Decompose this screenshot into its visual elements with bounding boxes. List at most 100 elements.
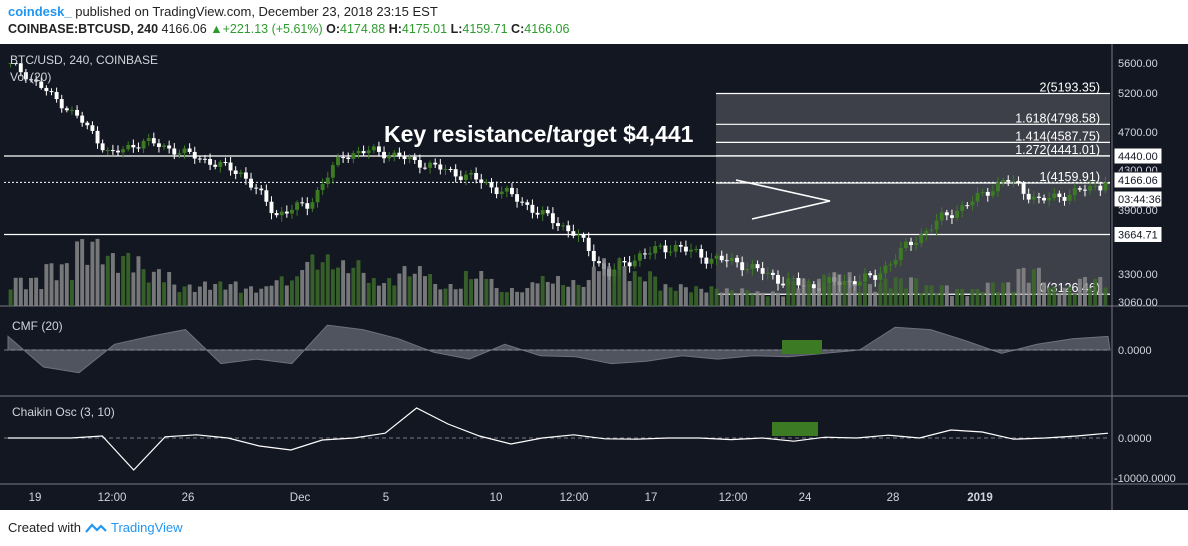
candle — [627, 262, 632, 267]
volume-bar — [740, 288, 745, 306]
time-axis[interactable]: 19 12:00 26 Dec 5 10 12:00 17 12:00 24 28 2019 — [29, 492, 993, 504]
annotation-text: Key resistance/target $4,441 — [384, 121, 694, 147]
candle — [827, 277, 832, 284]
chaikin-line — [8, 407, 1109, 471]
candle — [90, 125, 95, 131]
volume-bar — [233, 281, 238, 306]
candle — [387, 155, 392, 159]
volume-bar — [566, 286, 571, 306]
cmf-pane[interactable]: 0.0000 — [4, 324, 1152, 374]
volume-bar — [336, 267, 340, 306]
volume-bar — [80, 239, 85, 306]
candle — [944, 212, 949, 216]
volume-bar — [382, 283, 387, 306]
candle — [1098, 185, 1103, 191]
tradingview-link[interactable]: TradingView — [110, 520, 183, 535]
volume-bar — [781, 296, 786, 306]
candle — [545, 210, 550, 214]
volume-bar — [576, 284, 581, 306]
candle — [474, 173, 479, 180]
time-tick-label: Dec — [290, 492, 311, 504]
time-tick-label: 10 — [490, 492, 503, 504]
volume-bar — [177, 292, 182, 306]
volume-bar — [960, 289, 965, 306]
volume-bar — [607, 266, 612, 306]
volume-bar — [110, 253, 115, 306]
candle — [203, 158, 207, 160]
candle — [443, 168, 448, 170]
volume-bar — [888, 288, 893, 306]
volume-bar — [939, 285, 944, 306]
candle — [54, 91, 59, 100]
candle — [29, 79, 33, 81]
candle — [1083, 189, 1087, 191]
volume-bar — [315, 269, 320, 306]
volume-bar — [556, 276, 560, 306]
volume-bar — [499, 291, 504, 306]
volume-bar — [847, 272, 852, 306]
candle — [213, 164, 218, 167]
candle — [402, 156, 407, 160]
volume-bar — [694, 286, 699, 306]
volume-bar — [637, 276, 642, 306]
candle — [300, 202, 305, 204]
candle — [760, 268, 765, 274]
candle — [412, 156, 417, 161]
candle — [515, 194, 520, 202]
volume-bar — [571, 280, 576, 306]
candle — [146, 138, 151, 141]
price-pane[interactable]: 2(5193.35) 1.618(4798.58) 1.414(4587.75)1.… — [0, 44, 1188, 510]
volume-bar — [591, 266, 596, 306]
candle — [653, 246, 658, 254]
volume-bar — [643, 281, 647, 306]
candle — [990, 191, 995, 196]
price-tag — [1113, 190, 1163, 208]
candle — [1047, 197, 1052, 201]
volume-bar — [146, 282, 151, 306]
chaikin-pane[interactable]: 0.0000 -10000.0000 — [4, 407, 1176, 485]
volume-bar — [264, 286, 269, 306]
candle — [632, 260, 637, 267]
candle — [903, 241, 908, 249]
candle — [356, 151, 361, 154]
volume-bar — [842, 284, 847, 306]
candle — [295, 202, 300, 210]
volume-bar — [371, 278, 376, 306]
candle — [924, 230, 929, 235]
volume-bar — [949, 295, 954, 306]
volume-bar — [18, 277, 23, 306]
change-value: +221.13 (+5.61%) — [222, 22, 323, 36]
candle — [571, 231, 576, 236]
price-tag — [1113, 147, 1163, 165]
volume-bar — [924, 285, 929, 306]
candle — [489, 182, 494, 188]
volume-bar — [469, 279, 473, 306]
price-tick-label: 5600.00 — [1118, 58, 1158, 70]
volume-bar — [172, 284, 177, 306]
volume-bar — [182, 286, 187, 306]
volume-bar — [361, 272, 366, 306]
volume-bar — [811, 288, 816, 306]
candle — [1057, 193, 1062, 197]
candle — [458, 176, 463, 180]
candle — [305, 203, 310, 209]
volume-bar — [1021, 267, 1026, 306]
volume-bar — [724, 288, 729, 306]
candle — [934, 220, 939, 230]
footer: Created with TradingView — [8, 520, 183, 535]
candle — [131, 144, 136, 148]
candle — [750, 264, 755, 269]
author-link[interactable]: coindesk_ — [8, 4, 72, 19]
volume-bar — [1057, 294, 1062, 306]
chart-canvas[interactable]: 2(5193.35) 1.618(4798.58) 1.414(4587.75)1.… — [0, 44, 1188, 510]
volume-bar — [228, 284, 233, 306]
candle — [1088, 185, 1093, 191]
chaikin-highlight-box — [772, 422, 818, 436]
candle — [909, 241, 913, 246]
volume-bar — [29, 277, 33, 306]
volume-bar — [909, 277, 913, 306]
candle — [586, 237, 591, 251]
candle — [274, 213, 279, 216]
candle — [770, 272, 775, 275]
volume-bar — [863, 282, 867, 306]
